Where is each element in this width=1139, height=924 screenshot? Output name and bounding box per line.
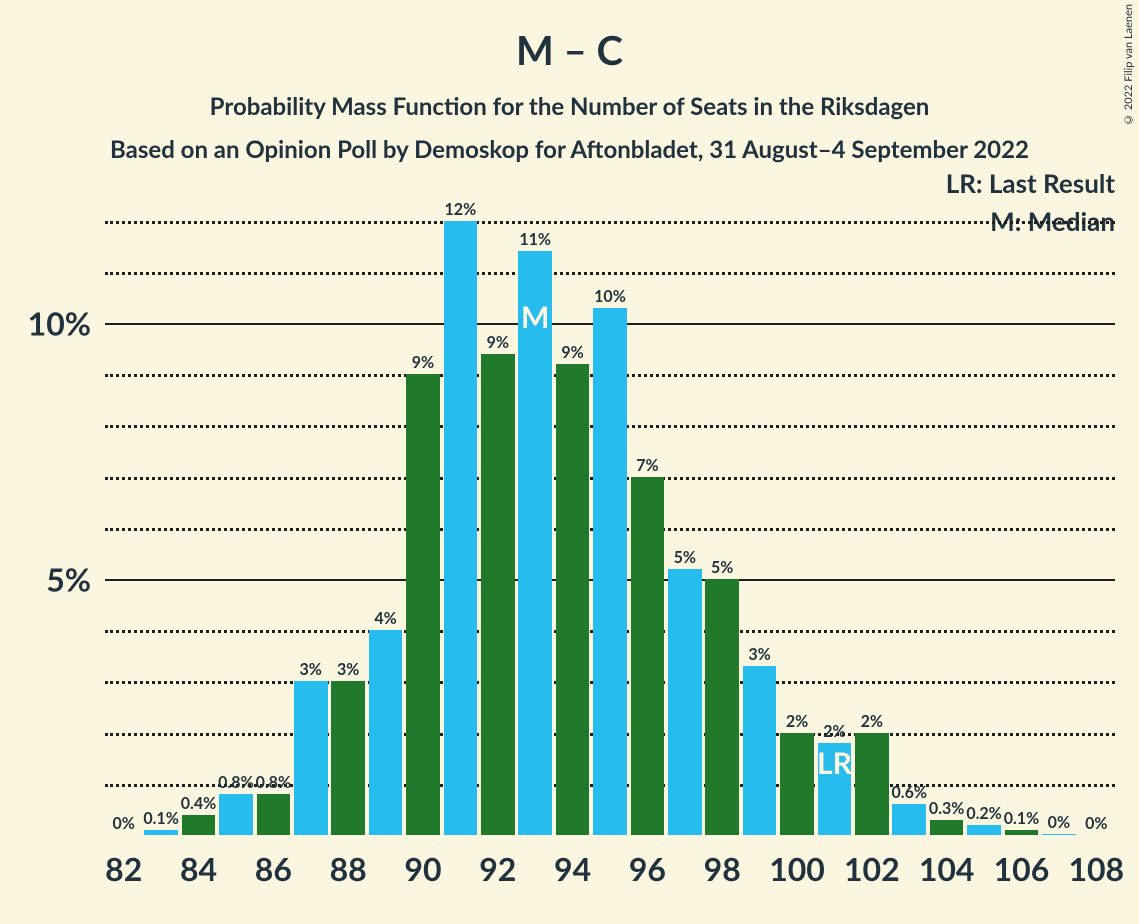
bar-value-label: 10% <box>594 287 626 308</box>
bar: 2% <box>780 733 814 835</box>
chart-subtitle-2: Based on an Opinion Poll by Demoskop for… <box>0 121 1139 164</box>
gridline-minor <box>105 221 1115 224</box>
bar-value-label: 0.6% <box>892 783 927 804</box>
chart-title: M – C <box>0 0 1139 74</box>
x-axis-label: 100 <box>769 835 825 888</box>
bar-value-label: 0% <box>112 814 134 835</box>
bar-value-label: 0.2% <box>966 804 1001 825</box>
bar-value-label: 2% <box>861 712 883 733</box>
copyright-text: © 2022 Filip van Laenen <box>1122 4 1135 126</box>
bar: 12% <box>444 221 478 835</box>
bar: 0.8% <box>257 794 291 835</box>
bar: 0.1% <box>144 830 178 835</box>
y-axis-label: 10% <box>28 304 105 343</box>
median-marker: M <box>521 299 549 335</box>
bar-value-label: 4% <box>374 609 396 630</box>
bar-value-label: 2% <box>786 712 808 733</box>
bar-value-label: 0.4% <box>181 794 216 815</box>
bar-value-label: 0% <box>1085 814 1107 835</box>
bar: 9% <box>406 374 440 835</box>
x-axis-label: 98 <box>704 835 741 888</box>
bar-value-label: 0.1% <box>143 809 178 830</box>
y-axis-label: 5% <box>46 560 105 599</box>
gridline-minor <box>105 272 1115 275</box>
bar: 7% <box>631 477 665 835</box>
bar-value-label: 0% <box>1048 813 1070 834</box>
bar: 0.1% <box>1005 830 1039 835</box>
last-result-marker: LR <box>817 745 852 781</box>
x-axis-label: 92 <box>479 835 516 888</box>
bar-value-label: 12% <box>445 200 477 221</box>
bar-value-label: 0.3% <box>929 799 964 820</box>
bar-value-label: 0.8% <box>256 773 291 794</box>
bar: 0.4% <box>182 815 216 835</box>
bar: 0% <box>1042 834 1076 835</box>
bar: 3% <box>331 681 365 835</box>
x-axis-label: 106 <box>994 835 1050 888</box>
bar-value-label: 7% <box>636 456 658 477</box>
bar: 9% <box>556 364 590 835</box>
bar: 2%LR <box>818 743 852 835</box>
bar-value-label: 0.1% <box>1004 809 1039 830</box>
bar-value-label: 5% <box>674 548 696 569</box>
bar: 11%M <box>518 251 552 835</box>
bar: 5% <box>668 569 702 835</box>
bar: 0.3% <box>930 820 964 835</box>
bar: 0.6% <box>892 804 926 835</box>
x-axis-label: 88 <box>330 835 367 888</box>
bar: 5% <box>705 579 739 835</box>
bar-value-label: 3% <box>337 660 359 681</box>
bar: 3% <box>294 681 328 835</box>
x-axis-label: 108 <box>1068 835 1124 888</box>
plot-area: LR: Last Result M: Median 5%10%828486889… <box>105 195 1115 835</box>
bar-value-label: 9% <box>412 353 434 374</box>
x-axis-label: 94 <box>554 835 591 888</box>
x-axis-label: 102 <box>844 835 900 888</box>
x-axis-label: 84 <box>180 835 217 888</box>
legend-last-result: LR: Last Result <box>946 167 1115 199</box>
bar: 0.8% <box>219 794 253 835</box>
bar: 10% <box>593 308 627 835</box>
bar-value-label: 3% <box>300 660 322 681</box>
chart-subtitle-1: Probability Mass Function for the Number… <box>0 74 1139 121</box>
x-axis-label: 96 <box>629 835 666 888</box>
bar-value-label: 11% <box>519 230 551 251</box>
bar: 3% <box>743 666 777 835</box>
bar-value-label: 9% <box>487 333 509 354</box>
bar: 9% <box>481 354 515 835</box>
bar-value-label: 3% <box>748 645 770 666</box>
legend: LR: Last Result M: Median <box>946 167 1115 237</box>
bar: 4% <box>369 630 403 835</box>
bar-value-label: 9% <box>561 343 583 364</box>
bar: 0.2% <box>967 825 1001 835</box>
x-axis-label: 90 <box>404 835 441 888</box>
bar-value-label: 0.8% <box>218 773 253 794</box>
bar-value-label: 5% <box>711 558 733 579</box>
x-axis-label: 86 <box>255 835 292 888</box>
x-axis-label: 82 <box>105 835 142 888</box>
bar-value-label: 2% <box>823 722 845 743</box>
x-axis-label: 104 <box>919 835 975 888</box>
bar: 2% <box>855 733 889 835</box>
